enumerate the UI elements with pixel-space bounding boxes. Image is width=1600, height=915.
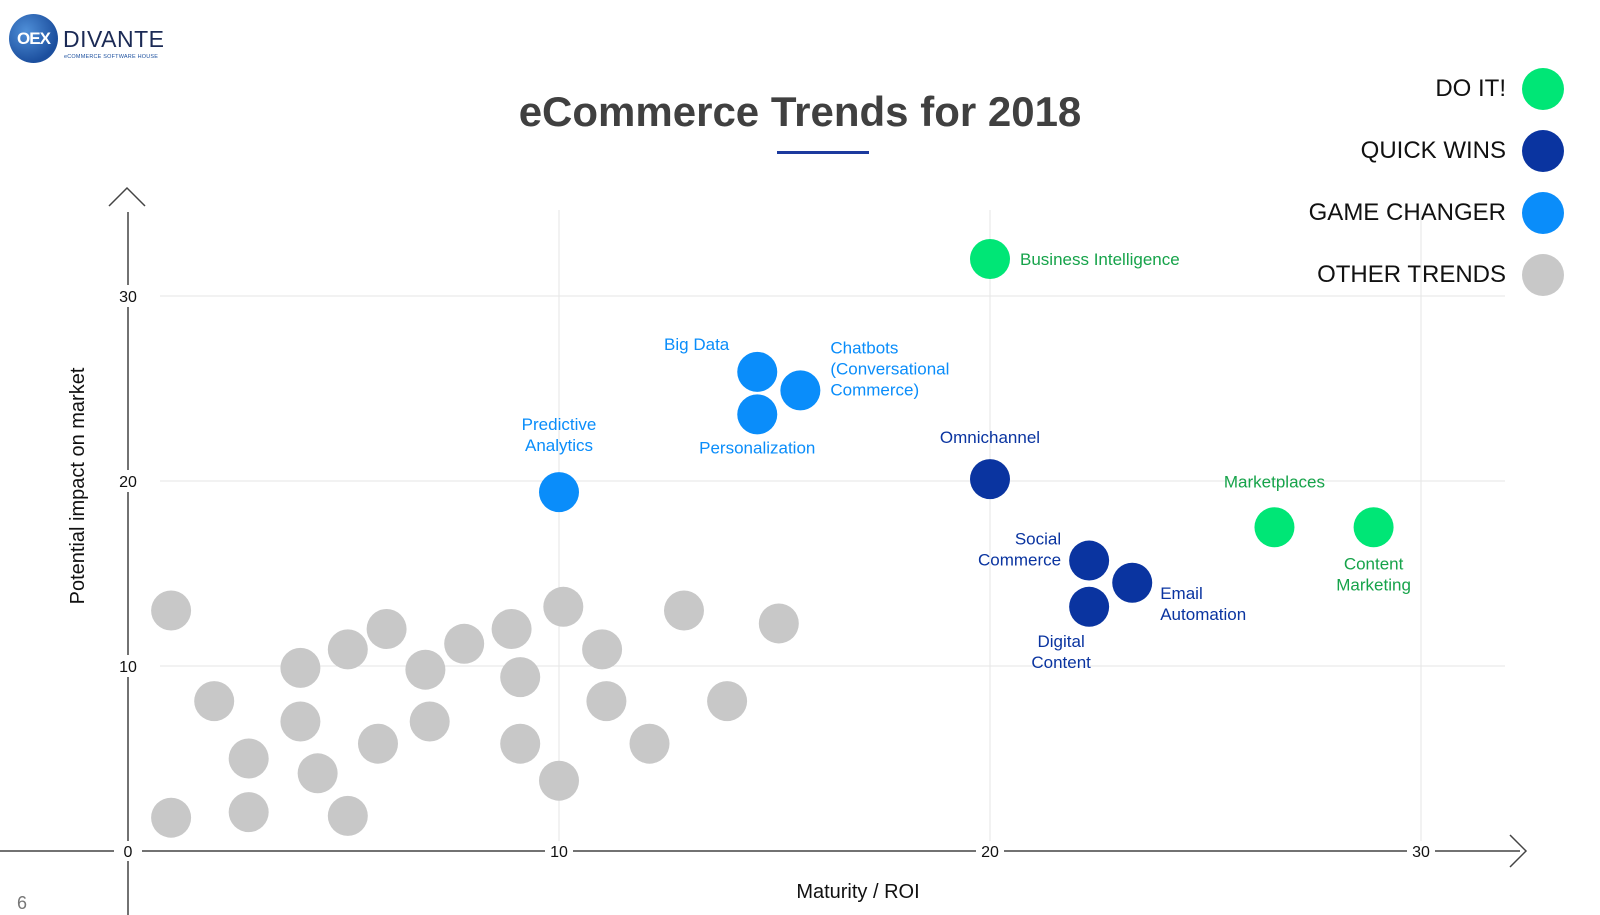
x-tick-bg — [976, 841, 1004, 861]
point-label: Marketplaces — [1224, 472, 1325, 491]
point-other-trends — [491, 609, 532, 649]
legend-dot — [1522, 254, 1564, 296]
x-tick-bg — [1407, 841, 1435, 861]
point-other-trends — [586, 681, 627, 722]
logo-name: DIVANTE — [63, 26, 165, 52]
point-game-changer — [780, 370, 821, 411]
page-title: eCommerce Trends for 2018 — [518, 88, 1082, 135]
legend-label: QUICK WINS — [1360, 137, 1506, 164]
legend-dot — [1522, 130, 1564, 172]
y-tick-label: 10 — [119, 659, 137, 676]
point-label: Social Commerce — [978, 530, 1061, 570]
legend-item-quick-wins: QUICK WINS — [1309, 120, 1564, 182]
legend-label: OTHER TRENDS — [1317, 261, 1506, 288]
legend-item-do-it: DO IT! — [1309, 58, 1564, 120]
point-quick-wins — [970, 459, 1010, 500]
point-label: Chatbots (Conversational Commerce) — [830, 338, 949, 399]
point-other-trends — [629, 723, 670, 764]
point-label: Predictive Analytics — [522, 415, 597, 455]
point-label: Omnichannel — [940, 428, 1040, 447]
point-other-trends — [500, 657, 541, 698]
page-number: 6 — [17, 893, 28, 913]
point-other-trends — [405, 649, 446, 690]
point-do-it — [1254, 507, 1295, 548]
point-other-trends — [539, 760, 579, 801]
y-axis-arrow-icon — [108, 186, 146, 207]
point-quick-wins — [1069, 540, 1110, 581]
y-axis-label: Potential impact on market — [67, 367, 89, 604]
y-tick-bg — [114, 470, 142, 492]
legend-label: GAME CHANGER — [1308, 199, 1506, 226]
chart-points — [151, 239, 1394, 838]
x-tick-label: 30 — [1412, 844, 1430, 861]
divante-logo: OEX DIVANTE eCOMMERCE SOFTWARE HOUSE — [9, 14, 189, 66]
point-other-trends — [758, 603, 799, 644]
chart-point-labels: Predictive Analytics Big Data Chatbots (Conv… — [522, 250, 1411, 672]
x-tick-label: 20 — [981, 844, 999, 861]
point-label: Content Marketing — [1336, 554, 1411, 594]
point-game-changer — [737, 394, 778, 435]
point-label: Digital Content — [1031, 632, 1091, 672]
x-tick-bg — [545, 841, 573, 861]
chart-axes — [0, 186, 1528, 915]
point-other-trends — [444, 623, 485, 664]
point-quick-wins — [1112, 562, 1153, 603]
legend: DO IT! QUICK WINS GAME CHANGER OTHER TRE… — [1309, 58, 1564, 306]
legend-label: DO IT! — [1435, 75, 1506, 102]
point-other-trends — [280, 701, 321, 742]
title-underline — [777, 151, 869, 154]
x-tick-label: 10 — [550, 844, 568, 861]
x-tick-bg — [114, 841, 142, 861]
point-label: Big Data — [664, 335, 730, 354]
point-label: Business Intelligence — [1020, 250, 1180, 269]
point-other-trends — [707, 681, 748, 722]
legend-item-other-trends: OTHER TRENDS — [1309, 244, 1564, 306]
point-label: Email Automation — [1160, 584, 1246, 624]
chart-grid — [160, 210, 1505, 851]
point-do-it — [970, 239, 1010, 279]
point-other-trends — [194, 681, 235, 722]
y-tick-label: 30 — [119, 289, 137, 306]
y-tick-bg — [114, 285, 142, 307]
point-other-trends — [228, 738, 269, 779]
x-tick-label: 0 — [124, 844, 133, 861]
point-other-trends — [582, 629, 623, 670]
x-axis-arrow-icon — [1509, 834, 1528, 868]
legend-item-game-changer: GAME CHANGER — [1309, 182, 1564, 244]
point-other-trends — [327, 795, 368, 836]
point-game-changer — [539, 472, 579, 513]
point-other-trends — [151, 797, 192, 838]
y-tick-bg — [114, 655, 142, 677]
point-other-trends — [409, 701, 450, 742]
legend-dot — [1522, 192, 1564, 234]
legend-dot — [1522, 68, 1564, 110]
point-other-trends — [327, 629, 368, 670]
point-game-changer — [737, 351, 778, 392]
point-other-trends — [357, 723, 398, 764]
point-do-it — [1353, 507, 1394, 548]
chart-ticks: 0 10 20 30 10 20 30 — [114, 285, 1435, 861]
point-other-trends — [500, 723, 541, 764]
y-tick-label: 20 — [119, 474, 137, 491]
point-label: Personalization — [699, 438, 815, 457]
point-other-trends — [280, 647, 321, 688]
logo-mark: OEX — [9, 14, 58, 63]
point-quick-wins — [1069, 586, 1110, 627]
logo-tagline: eCOMMERCE SOFTWARE HOUSE — [64, 54, 159, 60]
point-other-trends — [297, 753, 338, 794]
point-other-trends — [228, 792, 269, 833]
point-other-trends — [151, 590, 192, 631]
point-other-trends — [663, 590, 704, 631]
point-other-trends — [366, 609, 407, 649]
point-other-trends — [543, 586, 584, 627]
x-axis-label: Maturity / ROI — [796, 881, 919, 903]
